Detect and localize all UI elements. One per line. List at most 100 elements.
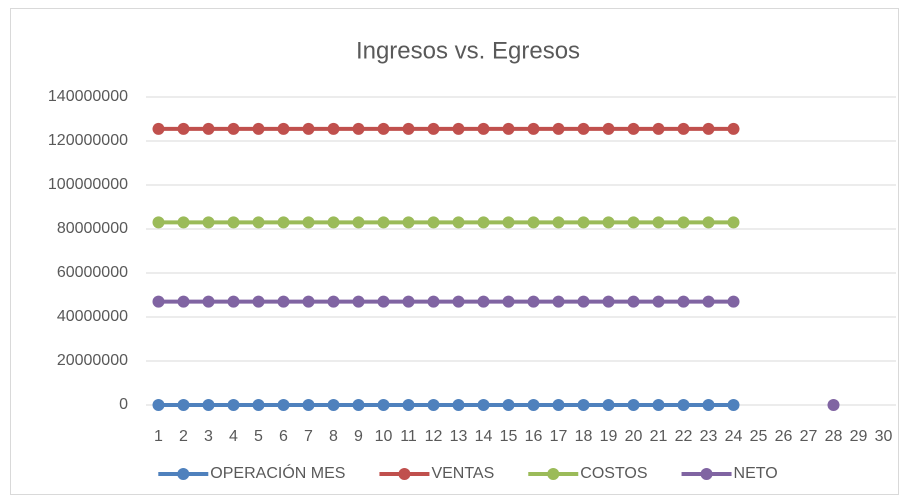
data-point [502,122,515,135]
x-tick-label: 20 [625,428,643,445]
data-point [627,399,640,411]
data-point [727,399,740,411]
data-point [327,295,340,308]
data-point [202,399,215,411]
data-point [627,295,640,308]
data-point [477,216,490,229]
data-point [152,122,165,135]
data-point [502,216,515,229]
data-point [327,122,340,135]
legend-label: NETO [734,465,778,482]
data-point [452,122,465,135]
x-tick-label: 6 [279,428,288,445]
data-point [552,295,565,308]
data-point [602,216,615,229]
data-point [427,122,440,135]
data-point [252,399,265,411]
data-point [477,295,490,308]
data-point [227,216,240,229]
data-point [227,399,240,411]
chart-border [10,8,899,495]
data-point [502,399,515,411]
legend-marker [700,468,713,480]
data-point [202,216,215,229]
data-point [252,216,265,229]
data-point [352,122,365,135]
x-tick-label: 27 [800,428,818,445]
data-point [177,295,190,308]
data-point [152,399,165,411]
x-tick-label: 8 [329,428,338,445]
x-tick-label: 24 [725,428,743,445]
data-point [527,122,540,135]
data-point [577,399,590,411]
data-point [552,399,565,411]
x-tick-label: 3 [204,428,213,445]
x-tick-label: 13 [450,428,468,445]
x-tick-label: 14 [475,428,493,445]
data-point [152,216,165,229]
data-point [452,295,465,308]
data-point [202,295,215,308]
x-tick-label: 26 [775,428,793,445]
data-point [302,399,315,411]
data-point [402,295,415,308]
data-point [227,295,240,308]
y-tick-label: 120000000 [48,132,128,149]
data-point [627,216,640,229]
y-tick-label: 40000000 [57,308,128,325]
data-point [402,216,415,229]
data-point [302,122,315,135]
data-point [677,295,690,308]
x-tick-label: 23 [700,428,718,445]
x-tick-label: 17 [550,428,568,445]
x-tick-label: 21 [650,428,668,445]
data-point [602,399,615,411]
legend-label: COSTOS [580,465,647,482]
data-point [652,295,665,308]
data-point [527,295,540,308]
y-tick-label: 80000000 [57,220,128,237]
data-point [727,122,740,135]
data-point [327,399,340,411]
data-point [177,216,190,229]
data-point [677,216,690,229]
x-tick-label: 22 [675,428,693,445]
legend-marker [177,468,190,480]
data-point [352,399,365,411]
data-point [702,122,715,135]
x-tick-label: 25 [750,428,768,445]
data-point [502,295,515,308]
y-tick-label: 20000000 [57,352,128,369]
data-point [177,399,190,411]
data-point [827,399,840,411]
chart-title: Ingresos vs. Egresos [356,37,580,64]
data-point [702,216,715,229]
data-point [452,216,465,229]
data-point [452,399,465,411]
data-point [577,295,590,308]
data-point [252,295,265,308]
data-point [477,399,490,411]
x-tick-label: 30 [875,428,893,445]
data-point [302,295,315,308]
data-point [252,122,265,135]
data-point [402,399,415,411]
x-tick-label: 19 [600,428,618,445]
x-tick-label: 5 [254,428,263,445]
data-point [527,216,540,229]
data-point [677,122,690,135]
x-tick-label: 11 [400,428,417,445]
data-point [352,295,365,308]
data-point [227,122,240,135]
data-point [552,216,565,229]
legend-marker [547,468,560,480]
data-point [652,399,665,411]
data-point [652,216,665,229]
data-point [377,295,390,308]
y-tick-label: 60000000 [57,264,128,281]
data-point [527,399,540,411]
data-point [277,295,290,308]
data-point [377,122,390,135]
